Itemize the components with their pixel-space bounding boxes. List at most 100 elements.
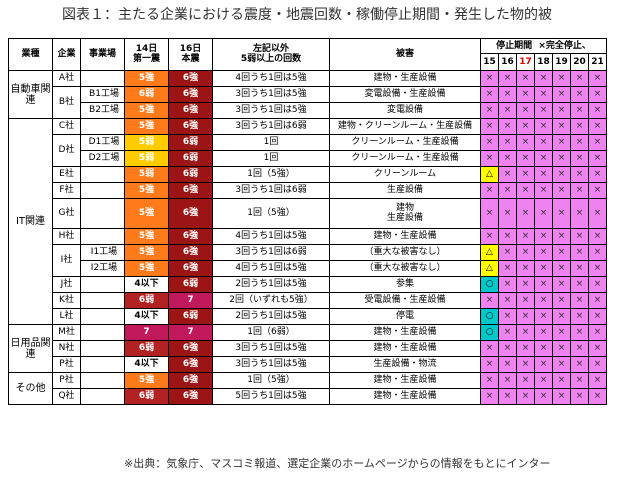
industry-cell: 自動車関連 [8,70,53,119]
quake-count-cell: 1回（5強） [212,198,330,229]
site-cell [80,308,125,325]
stop-status-cell: × [552,70,571,87]
stop-status-cell: × [498,198,517,229]
quake-count-cell: 4回うち1回は5強 [212,228,330,245]
stop-status-cell: × [588,150,607,167]
damage-cell: （重大な被害なし） [329,260,481,277]
quake-count-cell: 4回うち1回は5強 [212,260,330,277]
intensity-16-cell: 6強 [168,118,213,135]
intensity-14-cell: 5弱 [124,134,169,151]
stop-status-cell: × [480,70,499,87]
stop-status-cell: × [588,356,607,373]
stop-status-cell: × [498,134,517,151]
stop-status-cell: × [516,340,535,357]
stop-status-cell: × [534,260,553,277]
intensity-14-cell: 5強 [124,198,169,229]
stop-status-cell: × [570,356,589,373]
stop-status-cell: × [570,324,589,341]
company-cell: G社 [52,198,81,229]
stop-status-cell: × [552,198,571,229]
stop-status-cell: × [552,134,571,151]
stop-status-cell: × [516,292,535,309]
damage-cell: 建物・生産設備 [329,372,481,389]
stop-status-cell: × [552,228,571,245]
stop-status-cell: × [570,276,589,293]
stop-status-cell: × [534,134,553,151]
company-cell: N社 [52,340,81,357]
stop-status-cell: × [552,102,571,119]
stop-status-cell: × [534,182,553,199]
stop-status-cell: × [552,118,571,135]
header-industry: 業種 [8,38,53,71]
stop-status-cell: × [552,308,571,325]
site-cell [80,372,125,389]
stop-status-cell: × [516,324,535,341]
stop-status-cell: × [534,276,553,293]
intensity-16-cell: 6強 [168,340,213,357]
stop-status-cell: × [480,86,499,103]
intensity-14-cell: 5弱 [124,150,169,167]
stop-status-cell: × [570,150,589,167]
stop-status-cell: × [480,150,499,167]
intensity-14-cell: 5強 [124,372,169,389]
quake-count-cell: 4回うち1回は5強 [212,70,330,87]
stop-status-cell: × [570,166,589,183]
quake-count-cell: 3回うち1回は6弱 [212,244,330,261]
intensity-16-cell: 7 [168,324,213,341]
stop-status-cell: ○ [480,324,499,341]
stop-status-cell: × [534,228,553,245]
stop-status-cell: × [516,166,535,183]
damage-cell: 建物・クリーンルーム・生産設備 [329,118,481,135]
intensity-14-cell: 5強 [124,228,169,245]
intensity-14-cell: 6弱 [124,340,169,357]
stop-status-cell: △ [480,166,499,183]
site-cell [80,182,125,199]
stop-status-cell: × [498,150,517,167]
intensity-16-cell: 6強 [168,356,213,373]
stop-status-cell: × [534,340,553,357]
stop-status-cell: × [588,372,607,389]
damage-cell: 建物 生産設備 [329,198,481,229]
header-company: 企業 [52,38,81,71]
stop-status-cell: × [516,182,535,199]
stop-status-cell: × [534,102,553,119]
site-cell: D2工場 [80,150,125,167]
stop-status-cell: × [516,276,535,293]
industry-cell: その他 [8,372,53,405]
stop-status-cell: × [516,102,535,119]
stop-status-cell: × [570,134,589,151]
stop-status-cell: × [516,372,535,389]
stop-status-cell: × [588,324,607,341]
stop-status-cell: × [570,86,589,103]
quake-count-cell: 3回うち1回は5強 [212,102,330,119]
stop-status-cell: × [588,228,607,245]
intensity-16-cell: 6弱 [168,166,213,183]
stop-status-cell: × [516,118,535,135]
stop-status-cell: × [480,340,499,357]
table-row: Q社 6弱 6強 5回うち1回は5強 建物・生産設備 × × × × × × × [9,388,607,405]
damage-cell: 生産設備・物流 [329,356,481,373]
stop-status-cell: × [570,388,589,405]
intensity-16-cell: 6強 [168,102,213,119]
company-cell: D社 [52,134,81,167]
site-cell [80,292,125,309]
intensity-14-cell: 5強 [124,260,169,277]
table-row: B2工場 5強 6強 3回うち1回は5強 変電設備 × × × × × × × [9,102,607,119]
stop-status-cell: × [516,260,535,277]
damage-cell: （重大な被害なし） [329,244,481,261]
stop-status-cell: × [570,372,589,389]
stop-status-cell: × [498,388,517,405]
company-cell: L社 [52,308,81,325]
quake-count-cell: 1回（5強） [212,166,330,183]
header-row: 業種 企業 事業場 14日 第一震 16日 本震 左記以外 5弱以上の回数 被害 停止… [8,38,607,71]
stop-status-cell: × [480,102,499,119]
stop-status-cell: × [498,70,517,87]
stop-status-cell: × [552,86,571,103]
quake-count-cell: 3回うち1回は5強 [212,86,330,103]
site-cell: D1工場 [80,134,125,151]
stop-status-cell: × [480,118,499,135]
company-cell: M社 [52,324,81,341]
site-cell [80,340,125,357]
stop-status-cell: × [534,356,553,373]
damage-cell: 建物・生産設備 [329,324,481,341]
